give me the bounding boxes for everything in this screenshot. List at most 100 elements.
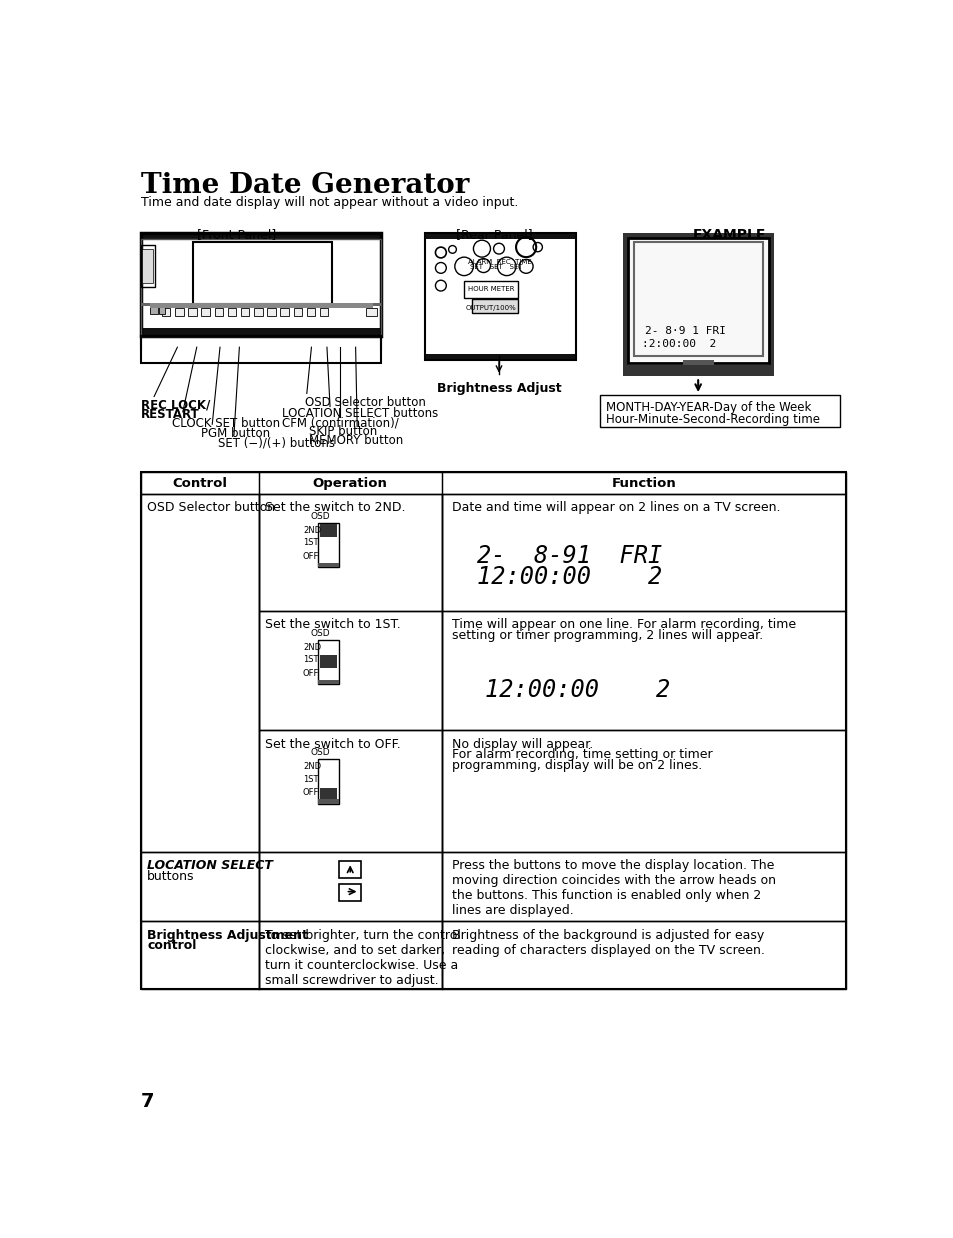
Bar	[769, 233, 773, 375]
Text: LOCATION SELECT: LOCATION SELECT	[147, 859, 273, 873]
Text: RESTART: RESTART	[141, 409, 199, 421]
Text: Control: Control	[172, 478, 227, 490]
Bar	[158, 307, 165, 314]
Bar	[425, 233, 576, 239]
Bar	[365, 308, 376, 317]
Text: 12:00:00    2: 12:00:00 2	[476, 565, 661, 589]
Bar	[318, 800, 338, 803]
Bar	[318, 522, 338, 567]
Text: programming, display will be on 2 lines.: programming, display will be on 2 lines.	[452, 759, 701, 773]
Text: control: control	[147, 940, 196, 952]
Text: [Front Panel]: [Front Panel]	[197, 228, 276, 241]
Bar	[174, 308, 183, 317]
Text: 7: 7	[141, 1092, 154, 1110]
Text: 2- 8·9 1 FRI: 2- 8·9 1 FRI	[644, 326, 725, 335]
Text: MONTH-DAY-YEAR-Day of the Week: MONTH-DAY-YEAR-Day of the Week	[605, 401, 810, 415]
Bar	[442, 852, 845, 921]
Text: OUTPUT/100%: OUTPUT/100%	[465, 305, 517, 311]
Text: For alarm recording, time setting or timer: For alarm recording, time setting or tim…	[452, 749, 712, 761]
Bar	[141, 302, 381, 307]
Bar	[228, 308, 236, 317]
Text: No display will appear.: No display will appear.	[452, 738, 593, 750]
Bar	[425, 354, 576, 360]
Bar	[150, 307, 158, 314]
Text: [Rear Panel]: [Rear Panel]	[456, 228, 532, 241]
Text: Operation: Operation	[313, 478, 387, 490]
Bar	[464, 281, 517, 298]
Bar	[141, 472, 845, 494]
Bar	[307, 308, 315, 317]
Text: EXAMPLE: EXAMPLE	[692, 228, 765, 241]
Text: 2ND: 2ND	[303, 643, 321, 652]
Text: OSD Selector button: OSD Selector button	[147, 501, 275, 514]
Bar	[258, 610, 442, 730]
Text: PGM button: PGM button	[200, 427, 270, 439]
Bar	[319, 308, 328, 317]
Bar	[339, 860, 360, 878]
Text: 1ST: 1ST	[303, 655, 318, 665]
Bar	[319, 525, 336, 536]
Bar	[442, 921, 845, 989]
Text: Brightness Adjust: Brightness Adjust	[436, 381, 560, 395]
Bar	[442, 730, 845, 852]
Text: OSD: OSD	[310, 513, 330, 521]
Bar	[141, 335, 381, 363]
Bar	[682, 360, 713, 366]
Text: 12:00:00    2: 12:00:00 2	[484, 678, 670, 702]
Bar	[319, 789, 336, 801]
Text: LOCATION SELECT buttons: LOCATION SELECT buttons	[282, 407, 437, 420]
Bar	[633, 243, 762, 355]
Text: ALARM  REC  TIME: ALARM REC TIME	[468, 259, 531, 265]
Bar	[150, 302, 373, 308]
Bar	[442, 610, 845, 730]
Bar	[201, 308, 210, 317]
Text: CLOCK SET button: CLOCK SET button	[172, 416, 280, 430]
Bar	[294, 308, 302, 317]
Bar	[622, 233, 773, 238]
Text: OSD: OSD	[310, 629, 330, 638]
Text: OFF: OFF	[303, 789, 319, 797]
Bar	[472, 298, 517, 312]
Bar	[339, 884, 360, 901]
Bar	[258, 852, 442, 921]
Text: Hour-Minute-Second-Recording time: Hour-Minute-Second-Recording time	[605, 412, 819, 426]
Text: CFM (confirmation)/: CFM (confirmation)/	[282, 416, 398, 430]
Bar	[214, 308, 223, 317]
Text: OFF: OFF	[303, 669, 319, 678]
Text: Set the switch to 2ND.: Set the switch to 2ND.	[265, 501, 405, 514]
Bar	[141, 852, 258, 921]
Text: OSD Selector button: OSD Selector button	[305, 396, 426, 410]
Text: 2ND: 2ND	[303, 526, 321, 535]
Bar	[599, 395, 840, 427]
Text: REC LOCK/: REC LOCK/	[141, 399, 210, 412]
Text: SET   SET   SET: SET SET SET	[469, 264, 521, 270]
Bar	[280, 308, 289, 317]
Text: SET (−)/(+) buttons: SET (−)/(+) buttons	[218, 437, 335, 449]
Bar	[318, 680, 338, 685]
Bar	[442, 494, 845, 610]
Text: 2-  8-91  FRI: 2- 8-91 FRI	[476, 543, 661, 567]
Text: setting or timer programming, 2 lines will appear.: setting or timer programming, 2 lines wi…	[452, 629, 762, 643]
Text: OFF: OFF	[303, 552, 319, 561]
Bar	[241, 308, 249, 317]
Bar	[141, 233, 381, 239]
Bar	[258, 921, 442, 989]
Bar	[319, 655, 336, 667]
Text: OSD: OSD	[310, 749, 330, 758]
Text: Press the buttons to move the display location. The
moving direction coincides w: Press the buttons to move the display lo…	[452, 859, 775, 917]
Text: MEMORY button: MEMORY button	[309, 435, 403, 447]
Text: Time and date display will not appear without a video input.: Time and date display will not appear wi…	[141, 197, 517, 209]
Bar	[253, 308, 262, 317]
Bar	[318, 759, 338, 803]
Bar	[425, 233, 576, 360]
Bar	[258, 730, 442, 852]
Text: To set brighter, turn the control
clockwise, and to set darker,
turn it counterc: To set brighter, turn the control clockw…	[265, 928, 460, 987]
Bar	[162, 308, 171, 317]
Text: buttons: buttons	[147, 870, 194, 883]
Bar	[141, 921, 258, 989]
Bar	[188, 308, 196, 317]
Bar	[141, 239, 381, 335]
Text: Date and time will appear on 2 lines on a TV screen.: Date and time will appear on 2 lines on …	[452, 501, 780, 514]
Bar	[622, 370, 773, 375]
Text: SKIP button: SKIP button	[309, 425, 377, 438]
